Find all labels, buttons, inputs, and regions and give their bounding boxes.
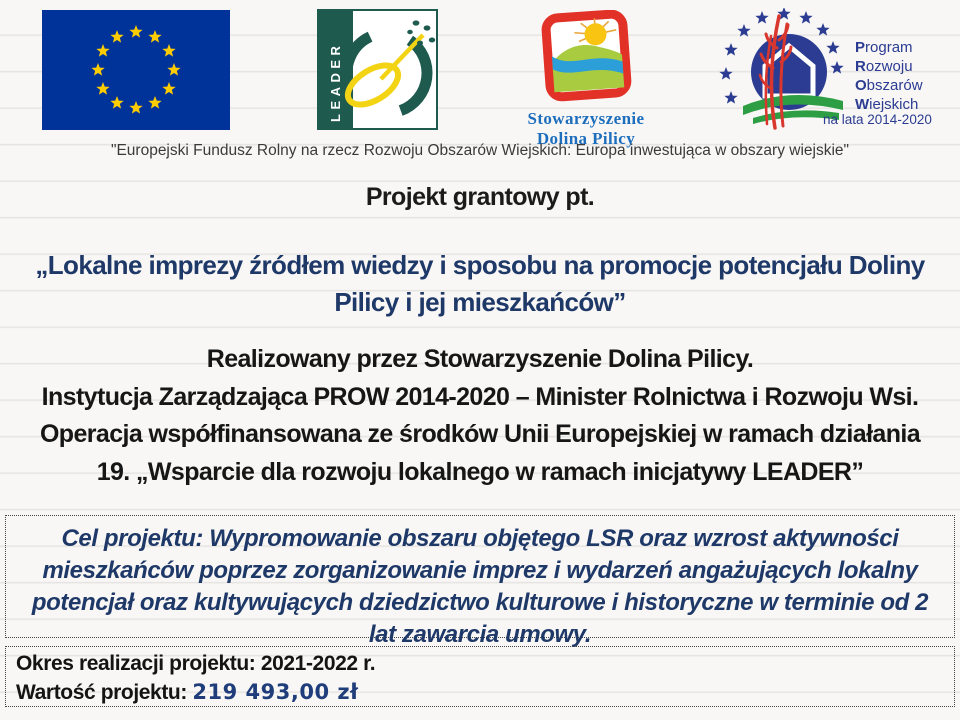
dolina-pilicy-name-line1: Stowarzyszenie (527, 109, 645, 128)
prow-word: Obszarów (855, 77, 923, 94)
project-description-line: Operacja współfinansowana ze środków Uni… (39, 420, 921, 448)
prow-word: Program (855, 39, 913, 56)
goal-text: Cel projektu: Wypromowanie obszaru objęt… (31, 525, 929, 648)
project-intro: Projekt grantowy pt. (365, 183, 595, 211)
project-description-line: Instytucja Zarządzająca PROW 2014-2020 –… (41, 382, 919, 411)
project-description: Realizowany przez Stowarzyszenie Dolina … (10, 341, 950, 491)
dolina-pilicy-name-line2: Dolina Pilicy (536, 129, 636, 148)
dolina-pilicy-logo: Stowarzyszenie Dolina Pilicy (501, 9, 671, 149)
prow-word: Rozwoju (855, 58, 913, 75)
project-title: „Lokalne imprezy źródłem wiedzy i sposob… (35, 250, 925, 317)
goal-box: Cel projektu: Wypromowanie obszaru objęt… (5, 515, 955, 648)
value-amount: 219 493,00 zł (192, 680, 359, 704)
project-description-line: 19. „Wsparcie dla rozwoju lokalnego w ra… (96, 457, 864, 486)
funding-disclaimer: "Europejski Fundusz Rolny na rzecz Rozwo… (110, 142, 850, 159)
dolina-pilicy-emblem (541, 9, 632, 102)
project-period-line: Okres realizacji projektu: 2021-2022 r. (6, 647, 954, 678)
prow-logo-text: Program Rozwoju Obszarów Wiejskich (855, 38, 923, 114)
leader-logo-text: LEADER (328, 42, 343, 122)
prow-word: Wiejskich (855, 96, 919, 113)
leader-logo: LEADER (317, 9, 438, 130)
prow-logo: Program Rozwoju Obszarów Wiejskich na la… (715, 8, 943, 134)
project-description-line: Realizowany przez Stowarzyszenie Dolina … (206, 345, 754, 373)
period-value: 2021-2022 r. (260, 652, 376, 675)
dolina-pilicy-name: Stowarzyszenie Dolina Pilicy (501, 109, 671, 149)
prow-emblem (719, 8, 844, 130)
logo-bar: LEADER Stowarzyszenie Do (0, 0, 960, 148)
details-box: Okres realizacji projektu: 2021-2022 r. … (5, 646, 955, 707)
value-label: Wartość projektu: (16, 681, 187, 704)
period-label: Okres realizacji projektu: (16, 652, 256, 675)
prow-years: na lata 2014-2020 (823, 112, 932, 127)
eu-flag-logo (42, 10, 230, 130)
project-value-line: Wartość projektu: 219 493,00 zł (6, 678, 954, 707)
